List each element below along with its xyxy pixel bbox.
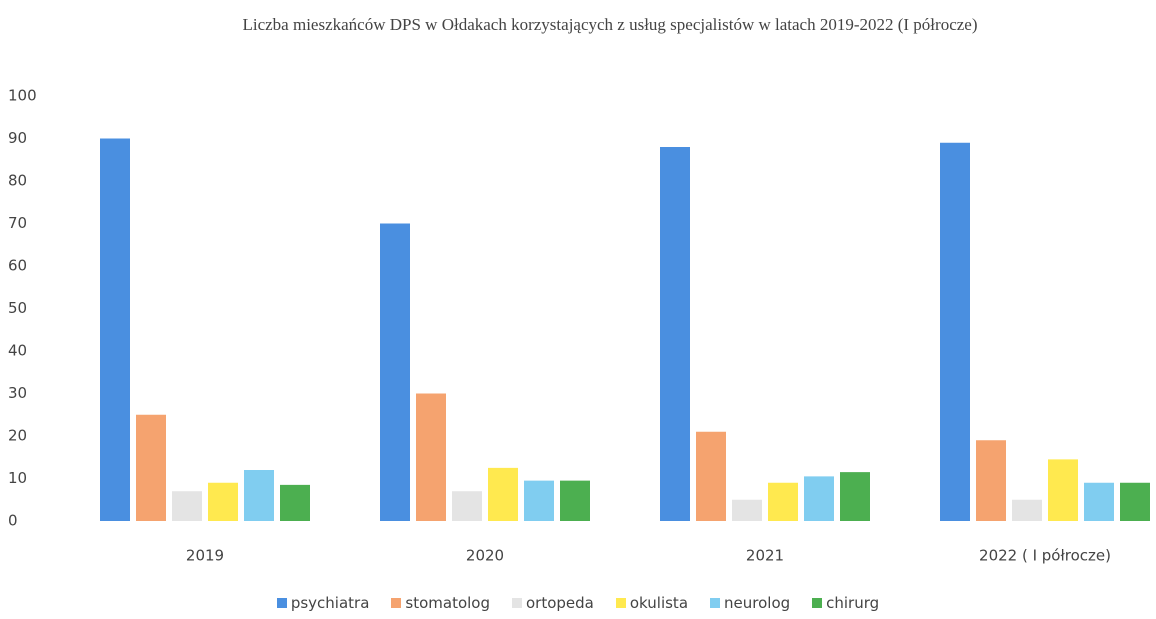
bar — [100, 138, 130, 521]
y-tick-label: 20 — [8, 427, 27, 445]
legend-item: stomatolog — [391, 594, 490, 612]
bar — [732, 499, 762, 521]
bar — [488, 467, 518, 521]
bar — [840, 472, 870, 521]
legend-label: psychiatra — [290, 594, 370, 612]
x-tick-label: 2022 ( I półrocze) — [979, 547, 1111, 565]
bar — [1048, 459, 1078, 521]
legend-item: chirurg — [812, 594, 879, 612]
bar — [416, 393, 446, 521]
bar — [560, 480, 590, 521]
legend-label: ortopeda — [526, 594, 594, 612]
y-tick-label: 0 — [8, 512, 18, 530]
bar — [1120, 482, 1150, 521]
legend-swatch — [512, 598, 522, 608]
x-tick-label: 2020 — [466, 547, 504, 565]
y-tick-label: 90 — [8, 129, 27, 147]
y-tick-label: 70 — [8, 214, 27, 232]
bar — [768, 482, 798, 521]
bar — [280, 484, 310, 521]
bar — [696, 431, 726, 521]
bar — [804, 476, 834, 521]
y-tick-label: 80 — [8, 172, 27, 190]
legend: psychiatra stomatolog ortopeda okulista neur… — [0, 594, 1156, 612]
bar — [524, 480, 554, 521]
legend-label: chirurg — [826, 594, 880, 612]
y-tick-label: 50 — [8, 299, 27, 317]
chart-title: Liczba mieszkańców DPS w Ołdakach korzys… — [242, 15, 978, 34]
x-tick-label: 2021 — [746, 547, 784, 565]
legend-swatch — [710, 598, 721, 608]
bar — [136, 414, 166, 521]
bar — [940, 142, 970, 521]
legend-swatch — [615, 598, 626, 608]
bar — [1084, 482, 1114, 521]
bar — [976, 440, 1006, 521]
bar — [172, 491, 202, 521]
legend-label: neurolog — [724, 594, 791, 612]
legend-item: okulista — [615, 594, 689, 612]
legend-swatch — [276, 598, 287, 608]
bar — [380, 223, 410, 521]
x-tick-label: 2019 — [186, 547, 224, 565]
y-tick-label: 60 — [8, 257, 27, 275]
y-tick-label: 100 — [8, 87, 37, 105]
legend-item: neurolog — [710, 594, 790, 612]
y-tick-label: 40 — [8, 342, 27, 360]
y-tick-label: 30 — [8, 384, 27, 402]
bar — [452, 491, 482, 521]
legend-swatch — [812, 598, 823, 608]
bar — [208, 482, 238, 521]
chart: 0 10 20 30 40 50 60 70 80 90 100 2019 2020 2021 2022 (… — [8, 87, 1150, 565]
bar — [244, 470, 274, 521]
bar — [1012, 499, 1042, 521]
legend-label: okulista — [629, 594, 689, 612]
y-tick-label: 10 — [8, 469, 27, 487]
bar — [660, 147, 690, 521]
legend-item: ortopeda — [512, 594, 594, 612]
legend-swatch — [391, 598, 402, 608]
legend-item: psychiatra — [276, 594, 370, 612]
legend-label: stomatolog — [405, 594, 490, 612]
